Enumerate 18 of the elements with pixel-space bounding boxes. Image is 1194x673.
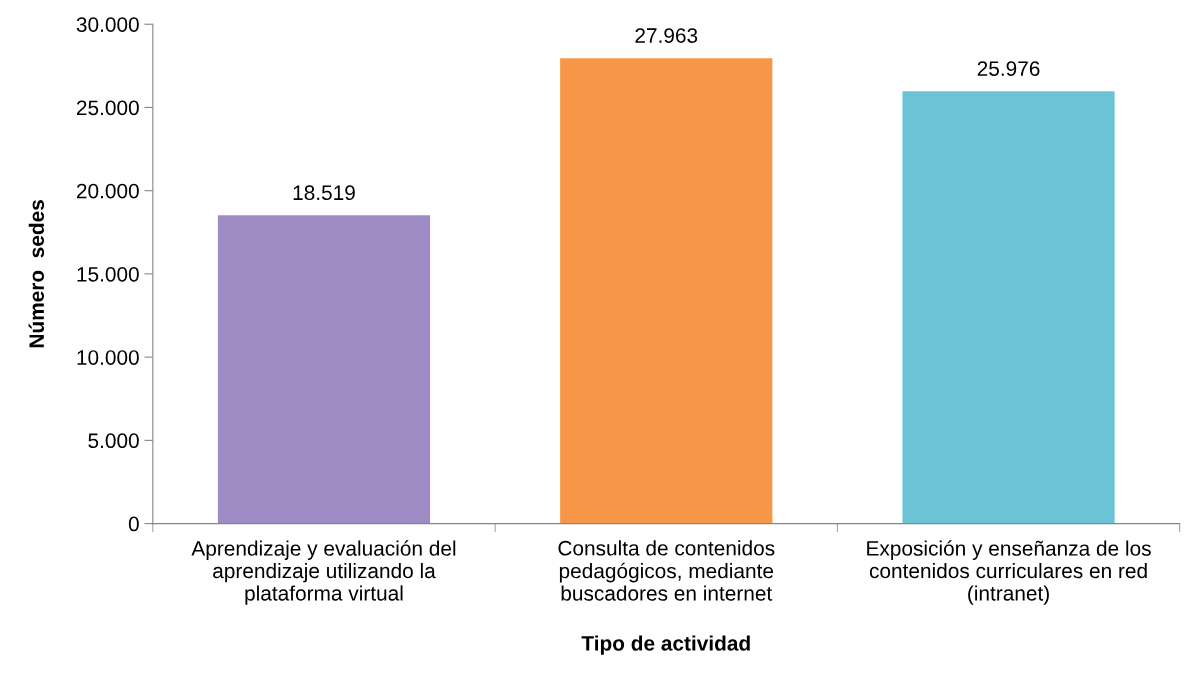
y-tick-label: 30.000: [76, 17, 139, 32]
y-axis-title: Número sedes: [28, 200, 45, 348]
x-tick-label: Exposición y enseñanza de los contenidos curriculares en red (intranet): [867, 540, 1151, 605]
y-tick-label: 20.000: [76, 183, 139, 199]
x-axis-title: Tipo de actividad: [581, 635, 750, 655]
bar: [902, 91, 1115, 524]
bar: [217, 215, 431, 524]
y-tick-label: 15.000: [77, 266, 139, 282]
y-tick-label: 10.000: [77, 350, 139, 365]
x-tick-label: Consulta de contenidos pedagógicos, mediante buscadores en internet: [558, 540, 775, 601]
y-tick-label: 0: [128, 516, 139, 532]
y-tick-label: 25.000: [76, 100, 139, 116]
data-label: 25.976: [977, 61, 1040, 76]
data-label: 27.963: [635, 28, 698, 43]
data-label: 18.519: [293, 185, 355, 201]
x-tick-label: Aprendizaje y evaluación del aprendizaje utilizando la plataforma virtual: [191, 540, 456, 605]
y-tick-label: 5.000: [88, 433, 139, 449]
bar: [560, 58, 773, 524]
